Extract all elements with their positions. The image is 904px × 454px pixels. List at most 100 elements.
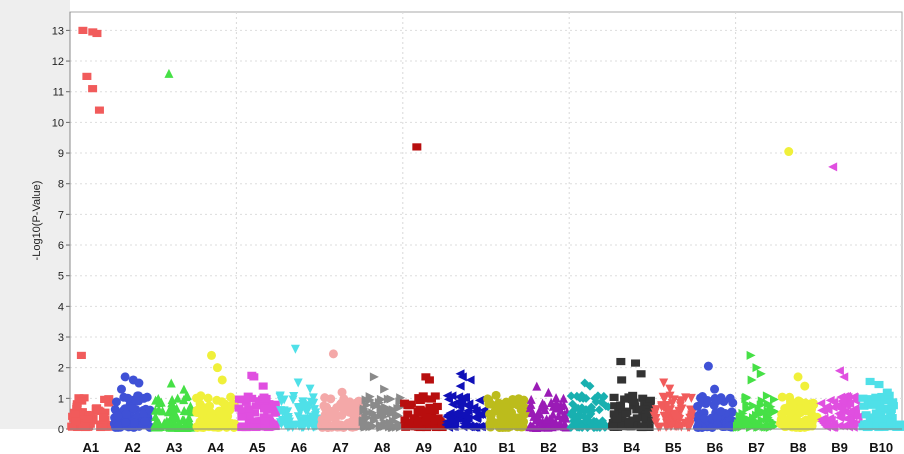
data-point-A4 <box>203 393 213 403</box>
data-point-A6 <box>288 422 298 432</box>
data-point-A8 <box>370 399 380 409</box>
peak-point-B7 <box>756 369 766 379</box>
y-tick-label: 7 <box>58 209 64 221</box>
peak-point-A1 <box>94 106 104 114</box>
data-point-B8 <box>788 421 798 431</box>
x-category-label-A10: A10 <box>453 440 477 454</box>
data-point-B7 <box>758 407 768 417</box>
peak-point-B4 <box>631 359 641 367</box>
data-point-B4 <box>616 401 626 409</box>
peak-point-A9 <box>412 143 422 151</box>
data-point-A6 <box>309 405 319 415</box>
data-point-B3 <box>587 402 597 412</box>
data-point-B5 <box>662 400 672 410</box>
data-point-A10 <box>450 408 460 418</box>
peak-point-A2 <box>134 378 144 388</box>
data-point-B7 <box>743 419 753 429</box>
data-point-A8 <box>386 394 396 404</box>
data-point-B10 <box>887 414 897 422</box>
data-point-A10 <box>474 395 484 405</box>
peak-point-A2 <box>120 372 130 382</box>
peak-point-A8 <box>369 372 379 382</box>
data-point-A9 <box>430 392 440 400</box>
data-point-B2 <box>537 402 547 412</box>
data-point-B4 <box>628 391 638 400</box>
y-tick-label: 4 <box>58 301 64 313</box>
data-point-A5 <box>250 409 260 417</box>
data-point-B5 <box>676 398 686 408</box>
data-point-A1 <box>67 422 77 430</box>
data-point-B10 <box>874 417 884 425</box>
peak-point-A3 <box>164 68 174 78</box>
data-point-B9 <box>849 392 859 402</box>
data-point-A5 <box>234 404 244 412</box>
data-point-B3 <box>597 417 607 427</box>
y-tick-label: 10 <box>52 117 64 129</box>
data-point-A2 <box>131 395 141 405</box>
data-point-A5 <box>240 395 250 403</box>
data-point-B9 <box>822 402 832 412</box>
data-point-A9 <box>419 395 429 403</box>
data-point-B8 <box>809 400 819 410</box>
data-point-B2 <box>542 414 552 424</box>
data-point-A1 <box>83 415 93 423</box>
data-point-B5 <box>667 421 677 431</box>
data-point-A6 <box>276 397 286 407</box>
data-point-A10 <box>445 408 455 418</box>
data-point-B8 <box>806 415 816 425</box>
data-point-A2 <box>119 392 129 402</box>
data-point-B9 <box>834 421 844 431</box>
data-point-A8 <box>365 421 375 431</box>
data-point-A10 <box>461 408 471 418</box>
peak-point-A10 <box>457 372 467 382</box>
data-point-B5 <box>686 393 696 403</box>
data-point-B10 <box>895 423 904 431</box>
x-category-label-A9: A9 <box>415 440 432 454</box>
peak-point-B6 <box>710 384 720 394</box>
data-point-A1 <box>100 408 110 416</box>
data-point-B4 <box>637 422 647 430</box>
data-point-A1 <box>78 421 88 429</box>
peak-point-A6 <box>290 344 300 354</box>
data-point-B9 <box>836 412 846 422</box>
data-point-B10 <box>861 411 871 419</box>
data-point-A2 <box>121 418 131 428</box>
data-point-B9 <box>836 404 846 414</box>
data-point-A5 <box>261 394 271 403</box>
data-point-B7 <box>766 402 776 412</box>
x-category-label-A7: A7 <box>332 440 349 454</box>
data-point-B5 <box>659 411 669 421</box>
data-point-A2 <box>128 404 138 414</box>
data-point-B3 <box>580 412 590 422</box>
data-point-A5 <box>260 405 270 413</box>
data-point-B1 <box>486 399 496 409</box>
data-point-B10 <box>863 421 873 430</box>
x-category-label-B10: B10 <box>869 440 893 454</box>
data-point-A7 <box>323 422 333 432</box>
data-point-A8 <box>374 398 384 408</box>
data-point-B4 <box>644 402 654 410</box>
data-point-B5 <box>653 422 663 432</box>
data-point-A7 <box>324 413 334 423</box>
data-point-A4 <box>196 391 206 401</box>
data-point-A3 <box>183 406 193 416</box>
data-point-A4 <box>212 395 222 405</box>
data-point-A8 <box>394 419 404 429</box>
data-point-B2 <box>525 403 535 413</box>
data-point-B7 <box>768 417 778 427</box>
data-point-B8 <box>795 408 805 418</box>
data-point-A3 <box>173 420 183 430</box>
data-point-B4 <box>640 405 650 413</box>
data-point-A5 <box>263 423 273 432</box>
data-point-B4 <box>612 415 622 423</box>
data-point-B7 <box>769 406 779 416</box>
x-category-label-A4: A4 <box>207 440 224 454</box>
data-point-A6 <box>289 391 299 401</box>
y-tick-label: 9 <box>58 148 64 160</box>
data-point-A6 <box>309 420 319 430</box>
axis-panel-background <box>0 0 70 429</box>
data-point-A3 <box>185 417 195 427</box>
data-point-B3 <box>573 403 583 413</box>
x-category-label-B5: B5 <box>665 440 682 454</box>
